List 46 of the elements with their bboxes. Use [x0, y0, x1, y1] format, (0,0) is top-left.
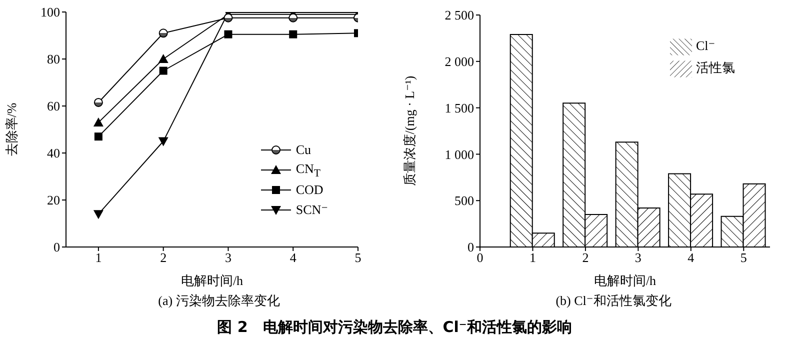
x-tick-label: 5	[354, 250, 362, 266]
y-axis-title: 去除率/%	[4, 102, 19, 156]
legend-label: COD	[296, 182, 324, 198]
text: (b) Cl⁻和活性氯变化	[554, 292, 672, 310]
y-tick-label: 20	[47, 192, 60, 208]
y-tick-label: 100	[40, 4, 60, 20]
legend-label: 活性氯	[696, 60, 735, 75]
legend-label: Cl⁻	[696, 38, 716, 53]
point	[93, 117, 104, 126]
x-axis-title: 电解时间/h	[594, 273, 657, 288]
y-tick-label: 2 000	[444, 54, 474, 70]
point	[224, 30, 232, 38]
y-tick-label: 1 500	[444, 100, 474, 116]
point	[158, 28, 168, 38]
legend-label: CN$_{T}$	[296, 160, 321, 180]
x-axis-title: 电解时间/h	[180, 273, 244, 288]
y-tick-label: 60	[47, 98, 60, 114]
y-tick-label: 40	[47, 146, 60, 161]
x-tick-label: 1	[95, 250, 102, 266]
point	[159, 66, 168, 75]
legend-label: SCN⁻	[296, 202, 328, 218]
y-tick-label: 2 500	[444, 8, 474, 23]
caption: 图 2 电解时间对污染物去除率、Cl⁻和活性氯的影响	[216, 318, 573, 337]
x-tick-label: 3	[224, 250, 232, 266]
point	[224, 13, 233, 22]
x-tick-label: 2	[160, 250, 167, 266]
point	[158, 54, 168, 63]
legend-label: Cu	[296, 142, 312, 158]
point	[289, 30, 298, 38]
y-tick-label: 0	[468, 240, 474, 255]
point	[288, 13, 298, 22]
x-tick-label: 1	[529, 250, 536, 266]
point	[94, 132, 102, 141]
x-tick-label: 0	[476, 250, 484, 266]
x-tick-label: 2	[582, 250, 589, 266]
x-tick-label: 3	[634, 250, 642, 266]
x-tick-label: 4	[290, 250, 297, 266]
y-axis-title: 质量浓度/(mg · L⁻¹)	[402, 76, 417, 186]
text: (a) 污染物去除率变化	[157, 292, 281, 310]
x-tick-label: 5	[740, 250, 747, 266]
y-tick-label: 500	[454, 193, 474, 208]
y-tick-label: 1 000	[444, 146, 474, 162]
point	[94, 98, 103, 107]
y-tick-label: 0	[54, 240, 60, 255]
y-tick-label: 80	[47, 52, 60, 67]
x-tick-label: 4	[688, 250, 695, 266]
